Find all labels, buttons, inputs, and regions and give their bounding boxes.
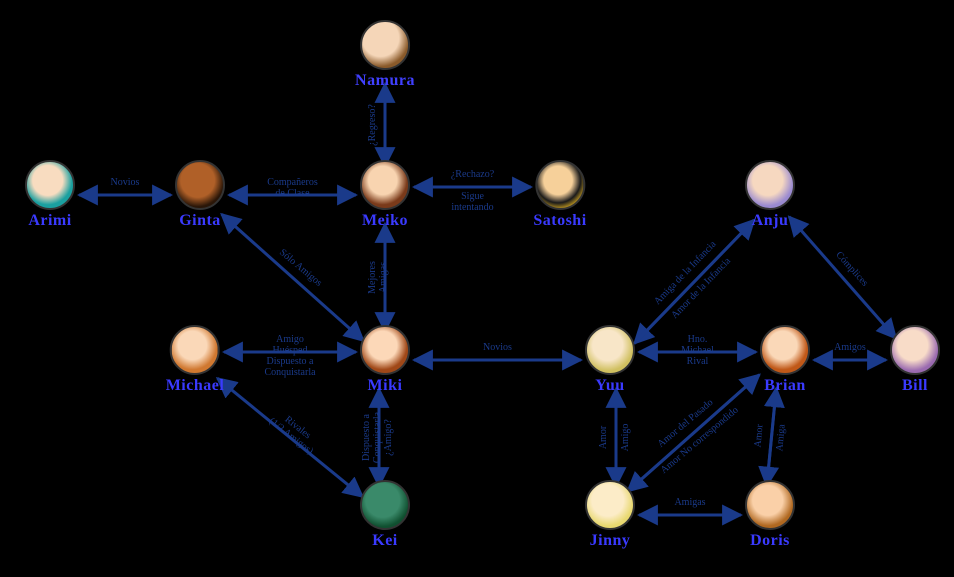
edge-label-meiko-satoshi-0: ¿Rechazo? [451,169,495,180]
edge-label-brian-yuu-0: Rival [687,356,709,367]
doris-label: Doris [745,532,795,550]
edge-label-yuu-anju-0: Amor de la Infancia [669,255,733,321]
miki-label: Miki [360,377,410,395]
node-anju: Anju [745,160,795,230]
edge-anju-bill [789,217,896,338]
yuu-avatar [585,325,635,375]
edge-doris-brian [767,388,776,485]
edge-label-michael-kei-1: (1/2 Amigos) [267,416,316,457]
ginta-avatar [175,160,225,210]
edge-label-arimi-ginta-0: Novios [111,177,140,188]
edge-label-jinny-yuu-0: Amigo [620,424,631,452]
ginta-label: Ginta [175,212,225,230]
edge-label-brian-jinny-0: Amor No correspondido [659,405,741,476]
node-ginta: Ginta [175,160,225,230]
anju-label: Anju [745,212,795,230]
arimi-label: Arimi [25,212,75,230]
edge-label-anju-bill-0: Cómplices [833,250,870,289]
edge-label-miki-yuu-0: Novios [483,342,512,353]
bill-label: Bill [890,377,940,395]
node-yuu: Yuu [585,325,635,395]
edge-anju-yuu [634,220,754,343]
node-michael: Michael [166,325,225,395]
namura-label: Namura [355,72,415,90]
kei-avatar [360,480,410,530]
node-kei: Kei [360,480,410,550]
anju-avatar [745,160,795,210]
edge-label-kei-miki-1: Conquistarla [372,411,383,463]
edge-jinny-brian [628,375,760,492]
meiko-avatar [360,160,410,210]
node-doris: Doris [745,480,795,550]
brian-avatar [760,325,810,375]
brian-label: Brian [760,377,810,395]
edge-label-anju-yuu-0: Amiga de la Infancia [652,239,719,308]
meiko-label: Meiko [360,212,410,230]
jinny-label: Jinny [585,532,635,550]
edge-label-brian-bill-0: Amigos [834,342,866,353]
edge-label-meiko-miki-0: Mejores [367,261,378,294]
yuu-label: Yuu [585,377,635,395]
edge-brian-jinny [628,375,760,492]
jinny-avatar [585,480,635,530]
bill-avatar [890,325,940,375]
edge-label-namura-meiko-0: ¿Regreso? [367,104,378,146]
doris-avatar [745,480,795,530]
edge-label-michael-kei-0: Rivales [282,414,312,441]
node-bill: Bill [890,325,940,395]
edge-michael-kei [217,378,362,496]
edge-label-meiko-miki-1: Amigas [378,262,389,293]
edges-layer: Novios Compañerosde Clase ¿Regreso? ¿Rechaz… [0,0,954,577]
edge-label-kei-miki-0: Dispuesto a [361,413,372,461]
michael-label: Michael [166,377,225,395]
edge-label-yuu-jinny-0: Amor [598,425,609,449]
node-meiko: Meiko [360,160,410,230]
diagram-stage: { "background_color": "#000000", "label_… [0,0,954,577]
edge-label-brian-doris-0: Amiga [774,423,787,452]
node-satoshi: Satoshi [533,160,586,230]
edge-label-miki-michael-0: Dispuesto a [267,356,315,367]
edge-label-jinny-doris-0: Amigas [674,497,705,508]
satoshi-label: Satoshi [533,212,586,230]
node-arimi: Arimi [25,160,75,230]
edge-label-ginta-miki-0: Sólo Amigos [277,247,324,289]
edge-label-ginta-meiko-1: de Clase [275,188,310,199]
node-jinny: Jinny [585,480,635,550]
edge-label-ginta-meiko-0: Compañeros [267,177,318,188]
edge-label-michael-miki-1: Huésped [273,345,308,356]
arimi-avatar [25,160,75,210]
edge-yuu-anju [634,220,754,343]
edge-label-yuu-brian-1: Michael [681,345,714,356]
edge-brian-doris [767,388,776,485]
satoshi-avatar [535,160,585,210]
miki-avatar [360,325,410,375]
michael-avatar [170,325,220,375]
node-namura: Namura [355,20,415,90]
kei-label: Kei [360,532,410,550]
namura-avatar [360,20,410,70]
edge-label-miki-kei-0: ¿Amigo? [383,419,394,456]
edge-label-satoshi-meiko-1: intentando [451,202,493,213]
edge-label-yuu-brian-0: Hno. [688,334,708,345]
edge-label-doris-brian-0: Amor [753,423,766,448]
edge-label-miki-michael-1: Conquistarla [264,367,316,378]
edge-ginta-miki [222,214,364,340]
edge-label-michael-miki-0: Amigo [276,334,304,345]
edge-label-satoshi-meiko-0: Sigue [461,191,484,202]
edge-label-jinny-brian-0: Amor del Pasado [656,397,716,450]
node-miki: Miki [360,325,410,395]
node-brian: Brian [760,325,810,395]
